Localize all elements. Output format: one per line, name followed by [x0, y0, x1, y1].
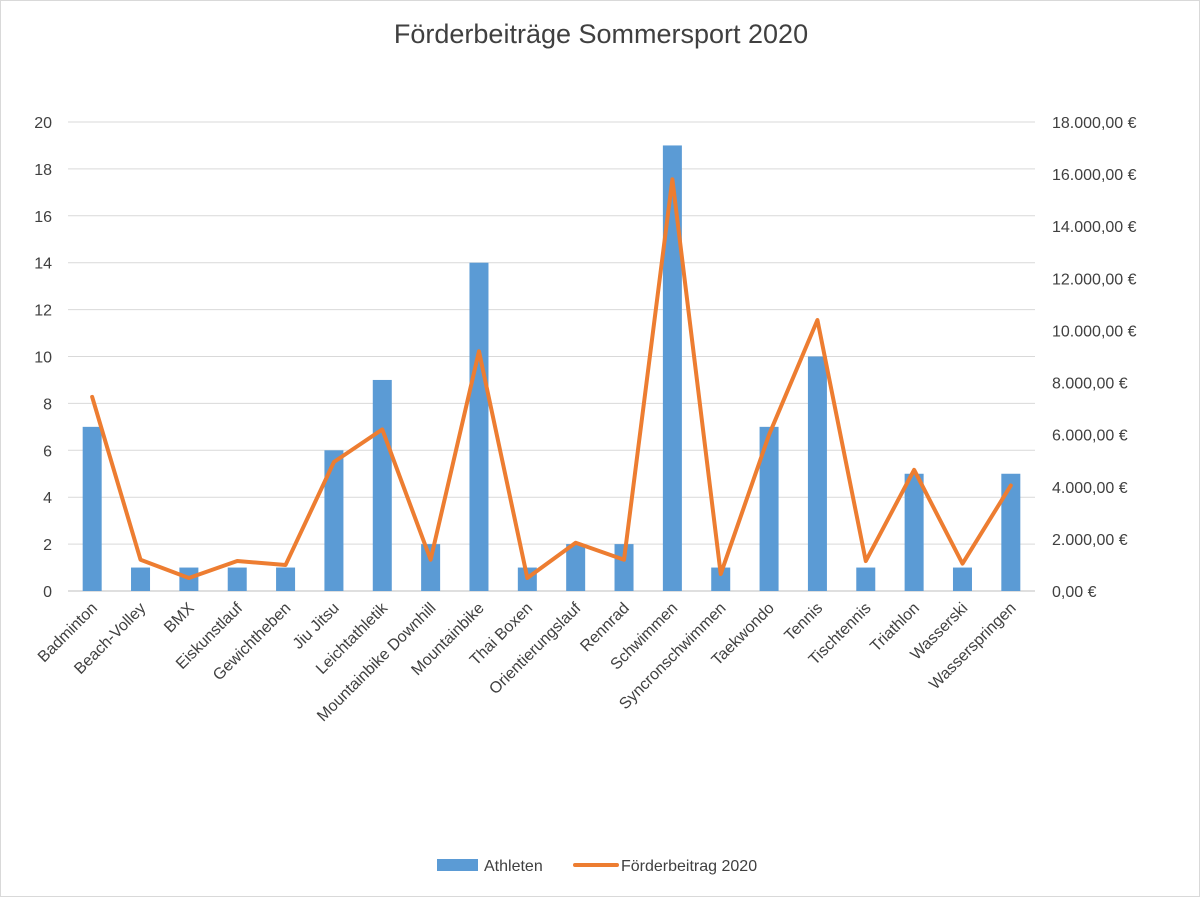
- bar: [759, 426, 779, 591]
- y-left-tick-label: 10: [34, 350, 52, 367]
- bar: [662, 145, 682, 591]
- legend-label: Förderbeitrag 2020: [621, 858, 757, 875]
- bars-athleten: [82, 145, 1021, 591]
- bar: [372, 379, 392, 591]
- legend: Athleten Förderbeitrag 2020: [437, 858, 757, 875]
- y-axis-right: 0,00 € 2.000,00 € 4.000,00 € 6.000,00 € 8.00…: [1052, 115, 1137, 601]
- y-left-tick-label: 18: [34, 162, 52, 179]
- bar: [421, 544, 441, 591]
- y-right-tick-label: 16.000,00 €: [1052, 167, 1137, 184]
- y-right-tick-label: 8.000,00 €: [1052, 376, 1128, 393]
- y-left-tick-label: 16: [34, 209, 52, 226]
- y-axis-left: 0 2 4 6 8 10 12 14 16 18 20: [34, 115, 52, 601]
- series-line: [90, 177, 1013, 580]
- bar: [952, 567, 972, 591]
- y-right-tick-label: 14.000,00 €: [1052, 219, 1137, 236]
- y-left-tick-label: 4: [43, 490, 52, 507]
- legend-swatch-bar: [437, 859, 478, 871]
- bar: [614, 544, 634, 591]
- y-right-tick-label: 12.000,00 €: [1052, 271, 1137, 288]
- bar: [566, 544, 586, 591]
- x-category-label: Wasserspringen: [926, 600, 1019, 693]
- bar: [131, 567, 151, 591]
- bar: [711, 567, 731, 591]
- y-right-tick-label: 10.000,00 €: [1052, 323, 1137, 340]
- legend-label: Athleten: [484, 858, 543, 875]
- bar: [904, 473, 924, 591]
- y-left-tick-label: 6: [43, 443, 52, 460]
- bar: [82, 426, 102, 591]
- line-foerderbeitrag: [90, 177, 1013, 580]
- bar: [324, 450, 344, 591]
- y-right-tick-label: 2.000,00 €: [1052, 532, 1128, 549]
- x-category-label: Tennis: [782, 600, 827, 645]
- bar: [856, 567, 876, 591]
- y-left-tick-label: 2: [43, 537, 52, 554]
- x-category-label: Orientierungslauf: [486, 599, 585, 698]
- y-left-tick-label: 8: [43, 396, 52, 413]
- bar: [807, 356, 827, 591]
- bar: [1001, 473, 1021, 591]
- y-left-tick-label: 12: [34, 303, 52, 320]
- y-right-tick-label: 6.000,00 €: [1052, 428, 1128, 445]
- bar: [469, 262, 489, 591]
- y-left-tick-label: 14: [34, 256, 52, 273]
- y-left-tick-label: 0: [43, 584, 52, 601]
- y-right-tick-label: 18.000,00 €: [1052, 115, 1137, 132]
- y-right-tick-label: 0,00 €: [1052, 584, 1097, 601]
- gridlines: [68, 121, 1035, 592]
- bar: [276, 567, 296, 591]
- chart-title: Förderbeiträge Sommersport 2020: [393, 19, 809, 49]
- x-category-label: BMX: [161, 600, 198, 637]
- bar: [227, 567, 247, 591]
- y-right-tick-label: 4.000,00 €: [1052, 480, 1128, 497]
- y-left-tick-label: 20: [34, 115, 52, 132]
